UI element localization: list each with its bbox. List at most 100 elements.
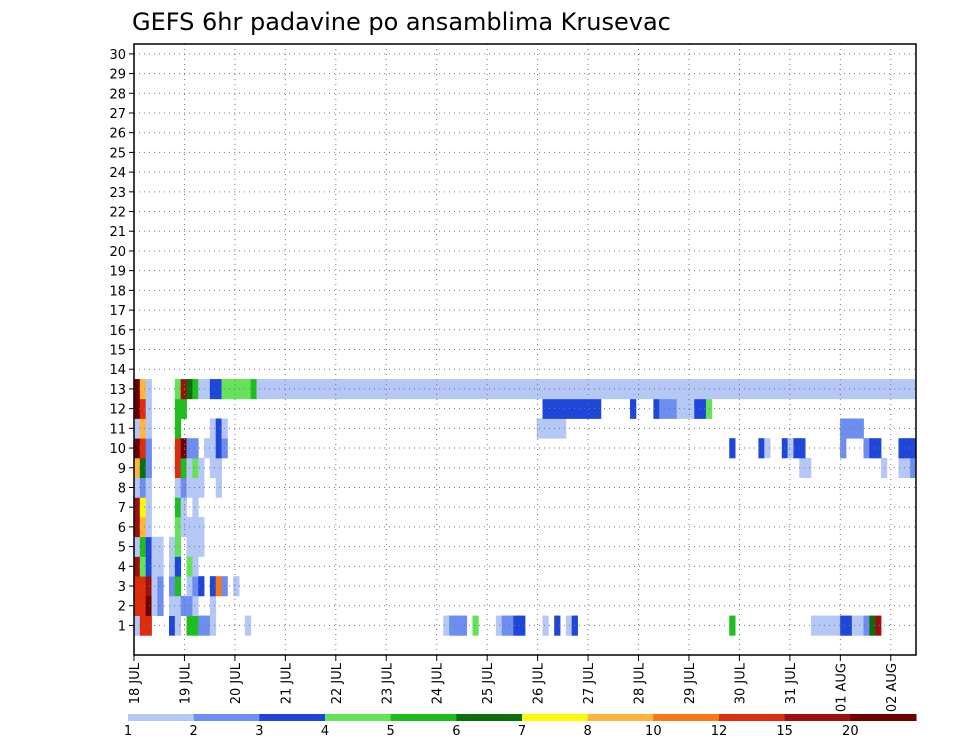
heatmap-cell: [180, 379, 187, 400]
heatmap-cell: [209, 615, 217, 636]
colorbar-label: 4: [321, 724, 329, 739]
heatmap-cell: [414, 379, 421, 400]
heatmap-cell: [758, 438, 765, 459]
heatmap-cell: [840, 615, 847, 636]
heatmap-cell: [630, 398, 637, 419]
heatmap-cell: [840, 418, 847, 439]
heatmap-cell: [454, 615, 462, 636]
heatmap-cell: [239, 379, 246, 400]
heatmap-cell: [145, 595, 152, 616]
heatmap-cell: [145, 477, 152, 498]
heatmap-cell: [169, 556, 176, 577]
heatmap-cell: [443, 615, 450, 636]
heatmap-cell: [204, 379, 211, 400]
heatmap-cell: [198, 576, 205, 597]
x-tick-label: 24 JUL: [431, 662, 446, 704]
heatmap-cell: [145, 457, 152, 479]
colorbar-label: 5: [387, 724, 395, 739]
heatmap-cell: [828, 379, 835, 400]
heatmap-cell: [595, 379, 602, 400]
y-tick-label: 29: [109, 68, 126, 83]
heatmap-cell: [565, 615, 573, 636]
heatmap-cell: [857, 418, 864, 439]
y-tick-label: 10: [109, 442, 126, 457]
heatmap-cell: [688, 379, 695, 400]
colorbar-label: 3: [255, 724, 263, 739]
heatmap-cell: [157, 576, 164, 597]
heatmap-cell: [215, 477, 222, 498]
heatmap-cell: [268, 379, 275, 400]
x-tick-label: 18 JUL: [128, 662, 143, 704]
heatmap-cell: [169, 595, 176, 616]
heatmap-cell: [437, 379, 444, 400]
heatmap-cell: [513, 615, 520, 636]
heatmap-cell: [180, 497, 187, 518]
heatmap-cell: [215, 438, 222, 459]
heatmap-cell: [134, 418, 141, 439]
heatmap-cell: [513, 379, 520, 400]
heatmap-cell: [198, 615, 205, 636]
heatmap-cell: [139, 536, 147, 557]
heatmap-cell: [857, 379, 864, 400]
heatmap-cell: [145, 615, 152, 636]
heatmap-cell: [653, 379, 660, 400]
heatmap-cell: [145, 517, 152, 538]
y-tick-label: 23: [109, 186, 126, 201]
heatmap-cell: [495, 379, 503, 400]
heatmap-cell: [542, 398, 549, 419]
heatmap-cell: [174, 477, 182, 498]
y-tick-label: 24: [109, 166, 126, 181]
y-tick-label: 9: [118, 462, 126, 477]
y-tick-label: 1: [118, 619, 126, 634]
heatmap-cell: [367, 379, 374, 400]
heatmap-cell: [134, 576, 141, 597]
y-tick-label: 21: [109, 225, 126, 240]
heatmap-cell: [659, 379, 666, 400]
heatmap-cell: [204, 615, 211, 636]
heatmap-cell: [577, 398, 584, 419]
heatmap-cell: [548, 398, 555, 419]
heatmap-cell: [139, 418, 147, 439]
x-tick-label: 22 JUL: [330, 662, 345, 704]
heatmap-cell: [565, 398, 573, 419]
heatmap-cell: [665, 379, 672, 400]
heatmap-cell: [618, 379, 625, 400]
heatmap-cell: [805, 379, 812, 400]
colorbar-label: 10: [645, 724, 662, 739]
heatmap-cell: [215, 379, 222, 400]
heatmap-cell: [624, 379, 631, 400]
heatmap-cell: [560, 379, 567, 400]
heatmap-cell: [145, 576, 152, 597]
x-tick-label: 23 JUL: [380, 662, 395, 704]
heatmap-cell: [244, 379, 252, 400]
heatmap-cell: [349, 379, 357, 400]
heatmap-cell: [425, 379, 433, 400]
x-tick-label: 20 JUL: [229, 662, 244, 704]
heatmap-cell: [857, 615, 864, 636]
heatmap-cell: [209, 438, 217, 459]
heatmap-cell: [472, 379, 479, 400]
x-tick-label: 25 JUL: [481, 662, 496, 704]
x-tick-label: 02 AUG: [885, 663, 900, 712]
heatmap-cell: [764, 438, 771, 459]
heatmap-cell: [145, 536, 152, 557]
heatmap-cell: [174, 398, 182, 419]
heatmap-cell: [134, 457, 141, 479]
y-tick-label: 30: [109, 48, 126, 63]
heatmap-cell: [297, 379, 304, 400]
colorbar-segment: [259, 714, 326, 721]
heatmap-cell: [735, 379, 742, 400]
heatmap-cell: [134, 595, 141, 616]
heatmap-cell: [787, 379, 794, 400]
heatmap-cell: [192, 438, 199, 459]
heatmap-cell: [519, 379, 526, 400]
heatmap-cell: [875, 438, 882, 459]
y-tick-label: 11: [109, 422, 126, 437]
heatmap-cell: [612, 379, 619, 400]
heatmap-cell: [863, 379, 870, 400]
heatmap-cell: [898, 379, 905, 400]
heatmap-cell: [799, 438, 806, 459]
heatmap-cell: [910, 438, 917, 459]
heatmap-cell: [589, 398, 596, 419]
